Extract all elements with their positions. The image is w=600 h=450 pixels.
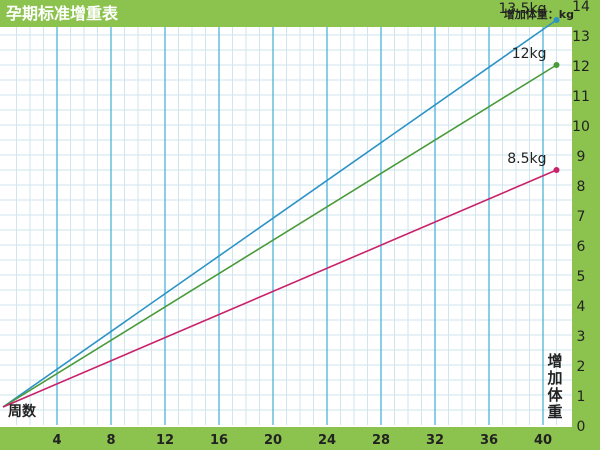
series-end-label: 12kg bbox=[512, 46, 547, 62]
y-tick-label: 12 bbox=[572, 59, 590, 75]
series-end-point bbox=[553, 17, 560, 23]
series-end-label: 8.5kg bbox=[507, 151, 546, 167]
y-tick-label: 14 bbox=[572, 0, 590, 15]
y-tick-label: 6 bbox=[577, 239, 586, 255]
x-tick-label: 24 bbox=[318, 433, 336, 448]
y-axis-caption-char-4: 重 bbox=[547, 403, 562, 421]
series-end-label: 13.5kg bbox=[498, 1, 546, 17]
x-tick-label: 40 bbox=[534, 433, 552, 448]
x-axis-strip bbox=[0, 427, 600, 450]
y-tick-label: 10 bbox=[572, 119, 590, 135]
y-tick-label: 4 bbox=[577, 299, 586, 315]
x-tick-label: 20 bbox=[264, 433, 282, 448]
x-tick-label: 4 bbox=[52, 433, 61, 448]
x-tick-label: 12 bbox=[156, 433, 174, 448]
series-line bbox=[2, 169, 557, 408]
y-axis-caption-char-1: 增 bbox=[547, 352, 562, 370]
series-line bbox=[2, 19, 557, 408]
chart-title: 孕期标准增重表 bbox=[6, 4, 119, 23]
x-tick-label: 32 bbox=[426, 433, 444, 448]
series-end-point bbox=[553, 62, 560, 68]
header-band bbox=[0, 0, 600, 27]
y-tick-label: 1 bbox=[577, 389, 586, 405]
major-grid bbox=[56, 0, 544, 425]
y-tick-label: 7 bbox=[577, 209, 586, 225]
y-tick-label: 9 bbox=[577, 149, 586, 165]
y-tick-label: 8 bbox=[577, 179, 586, 195]
x-tick-label: 36 bbox=[480, 433, 498, 448]
y-tick-label: 13 bbox=[572, 29, 590, 45]
series-lines bbox=[2, 17, 560, 408]
x-tick-label: 28 bbox=[372, 433, 390, 448]
unit-label: 增加体重：kg bbox=[504, 7, 574, 21]
y-axis-caption-char-3: 体 bbox=[547, 386, 563, 404]
y-tick-label: 2 bbox=[577, 359, 586, 375]
y-tick-label: 3 bbox=[577, 329, 586, 345]
x-tick-label: 16 bbox=[210, 433, 228, 448]
y-axis-caption-char-2: 加 bbox=[546, 369, 562, 387]
x-tick-label: 8 bbox=[106, 433, 115, 448]
y-axis-strip bbox=[572, 0, 600, 450]
series-end-point bbox=[553, 167, 560, 173]
y-tick-label: 5 bbox=[577, 269, 586, 285]
series-line bbox=[2, 64, 557, 408]
tick-labels: 4 8 12 16 20 24 28 32 36 400123456789101112131413… bbox=[52, 0, 590, 448]
y-tick-label: 11 bbox=[572, 89, 590, 105]
x-axis-caption: 周数 bbox=[8, 403, 37, 420]
y-tick-label: 0 bbox=[577, 419, 586, 435]
